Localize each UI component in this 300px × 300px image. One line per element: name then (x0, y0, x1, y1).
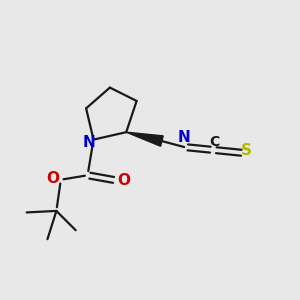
Text: N: N (178, 130, 190, 145)
Text: O: O (117, 173, 130, 188)
Text: C: C (209, 135, 219, 149)
Text: N: N (83, 135, 95, 150)
Text: O: O (46, 171, 59, 186)
Polygon shape (126, 132, 163, 146)
Text: S: S (241, 143, 252, 158)
